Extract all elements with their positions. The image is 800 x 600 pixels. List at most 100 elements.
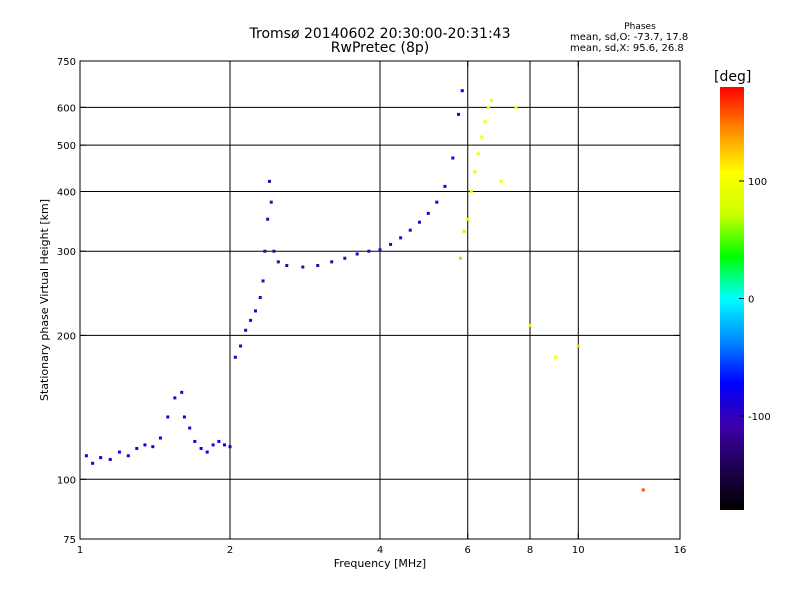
data-point <box>239 344 243 348</box>
data-point <box>378 248 382 252</box>
data-point <box>205 450 209 454</box>
colorbar-tick-label: -100 <box>748 412 771 423</box>
data-point <box>417 220 421 224</box>
data-point <box>193 439 197 443</box>
grid-lines <box>80 61 680 539</box>
data-point <box>426 211 430 215</box>
phases-o-stats: mean, sd,O: -73.7, 17.8 <box>570 32 689 43</box>
data-point <box>457 112 461 116</box>
data-point <box>490 99 494 103</box>
data-point <box>451 156 455 160</box>
data-point <box>261 279 265 283</box>
data-point <box>166 415 170 419</box>
data-point <box>443 184 447 188</box>
data-point <box>173 396 177 400</box>
x-tick-label: 6 <box>465 545 471 556</box>
data-point <box>408 228 412 232</box>
x-tick-label: 8 <box>527 545 533 556</box>
data-point <box>91 461 95 465</box>
y-tick-label: 500 <box>57 141 76 152</box>
data-point <box>249 318 253 322</box>
data-point <box>389 242 393 246</box>
data-point <box>473 170 477 174</box>
phases-x-stats: mean, sd,X: 95.6, 26.8 <box>570 43 684 54</box>
data-point <box>188 426 192 430</box>
x-axis-label: Frequency [MHz] <box>334 557 426 570</box>
data-point <box>233 355 237 359</box>
data-point <box>435 200 439 204</box>
data-point <box>158 436 162 440</box>
data-point <box>553 355 557 359</box>
data-point <box>217 439 221 443</box>
x-tick-label: 4 <box>377 545 383 556</box>
chart-title: Tromsø 20140602 20:30:00-20:31:43 <box>249 26 511 42</box>
chart-subtitle: RwPretec (8p) <box>330 40 430 56</box>
y-tick-label: 100 <box>57 475 76 486</box>
data-point <box>514 105 518 109</box>
data-point <box>84 454 88 458</box>
y-tick-label: 300 <box>57 247 76 258</box>
colorbar-tick-label: 0 <box>748 295 754 306</box>
colorbar-ticks: 100 0 -100 <box>739 177 771 423</box>
data-point <box>343 256 347 260</box>
phases-heading: Phases <box>624 22 656 32</box>
y-tick-label: 750 <box>57 57 76 68</box>
y-axis-label: Stationary phase Virtual Height [km] <box>38 199 51 401</box>
data-point <box>330 260 334 264</box>
data-point <box>316 264 320 268</box>
data-point <box>269 200 273 204</box>
data-point <box>276 260 280 264</box>
data-point <box>253 309 257 313</box>
x-tick-label: 2 <box>227 545 233 556</box>
colorbar-unit-label: [deg] <box>714 69 752 85</box>
data-point <box>480 135 484 139</box>
data-point <box>267 179 271 183</box>
y-tick-label: 200 <box>57 331 76 342</box>
data-point <box>483 120 487 124</box>
data-point <box>263 249 267 253</box>
data-point <box>143 443 147 447</box>
data-point <box>367 249 371 253</box>
data-point <box>399 236 403 240</box>
y-tick-label: 75 <box>63 535 76 546</box>
data-point <box>528 323 532 327</box>
data-point <box>462 229 466 233</box>
data-point <box>135 446 139 450</box>
data-points <box>84 89 645 492</box>
data-point <box>301 265 305 269</box>
data-point <box>458 256 462 260</box>
y-tick-label: 600 <box>57 103 76 114</box>
axis-ticks: 1 2 4 6 8 10 16 75 100 200 300 400 500 600 750 <box>57 57 686 556</box>
data-point <box>151 445 155 449</box>
data-point <box>182 415 186 419</box>
data-point <box>126 454 130 458</box>
colorbar-tick-label: 100 <box>748 177 767 188</box>
y-tick-label: 400 <box>57 187 76 198</box>
data-point <box>228 445 232 449</box>
data-point <box>272 249 276 253</box>
data-point <box>266 217 270 221</box>
x-tick-label: 16 <box>674 545 687 556</box>
data-point <box>486 105 490 109</box>
data-point <box>576 344 580 348</box>
data-point <box>99 456 103 460</box>
data-point <box>469 189 473 193</box>
data-point <box>180 390 184 394</box>
data-point <box>258 296 262 300</box>
data-point <box>476 152 480 156</box>
x-tick-label: 10 <box>572 545 585 556</box>
data-point <box>460 89 464 93</box>
data-point <box>285 264 289 268</box>
data-point <box>211 443 215 447</box>
data-point <box>199 446 203 450</box>
data-point <box>244 328 248 332</box>
data-point <box>466 217 470 221</box>
data-point <box>223 443 227 447</box>
data-point <box>117 450 121 454</box>
x-tick-label: 1 <box>77 545 83 556</box>
data-point <box>641 488 645 492</box>
data-point <box>355 252 359 256</box>
data-point <box>108 457 112 461</box>
